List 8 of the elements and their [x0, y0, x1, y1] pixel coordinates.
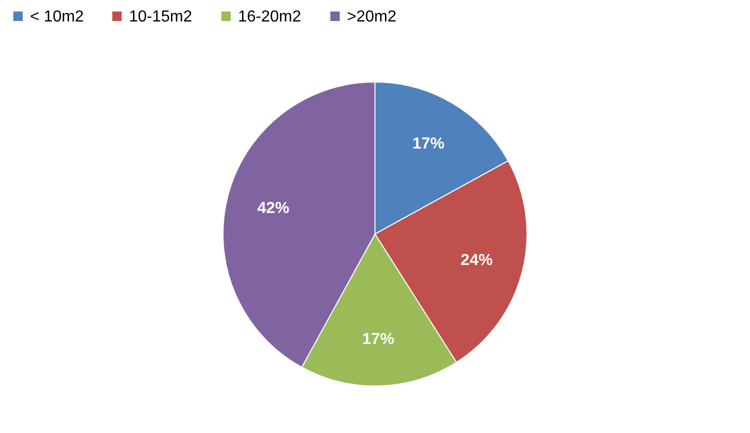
- data-label: 17%: [412, 136, 444, 153]
- data-label: 24%: [460, 252, 493, 270]
- data-label: 42%: [257, 200, 290, 217]
- legend-label: >20m2: [347, 8, 396, 26]
- data-label: 17%: [362, 330, 394, 348]
- legend-label: 16-20m2: [238, 8, 302, 26]
- legend-label: < 10m2: [30, 8, 84, 26]
- legend-label: 10-15m2: [129, 8, 192, 26]
